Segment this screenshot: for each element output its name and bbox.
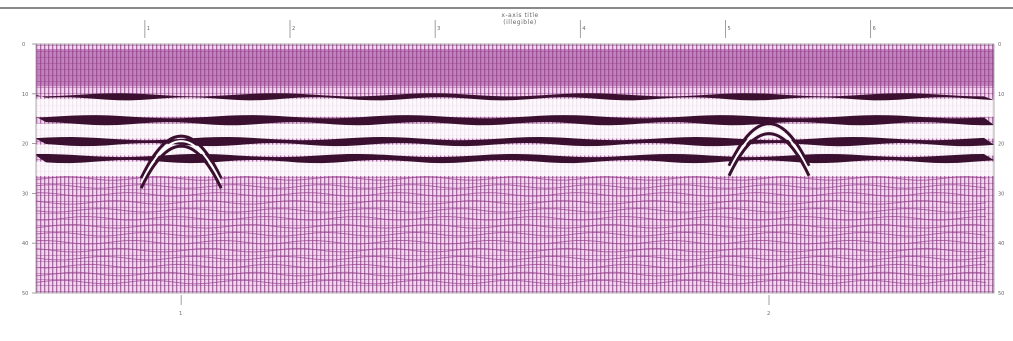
y-tick-label-1: 0: [22, 42, 25, 48]
noise-line-6: [35, 216, 987, 221]
noise-line-8: [35, 231, 987, 237]
hyperbola-2-arc-3: [727, 132, 811, 177]
x-tick-label-4: 4: [582, 26, 585, 32]
hyperbola-1-arc-2: [140, 140, 223, 184]
gap-3: [36, 144, 994, 156]
y-tick-label-2: 10: [22, 92, 28, 98]
reflector-band-2: [36, 115, 994, 126]
y-tick-label-5: 40: [22, 241, 28, 247]
x-tick-label-1: 1: [147, 26, 150, 32]
gap-4: [36, 161, 994, 176]
y-tick-label-6: 50: [22, 291, 28, 297]
x-tick-label-3: 3: [437, 26, 440, 32]
noise-line-3: [35, 192, 987, 197]
noise-line-7: [35, 224, 987, 229]
hyperbola-1-arc-3: [139, 144, 223, 189]
y-tick-label-3: 20: [22, 142, 28, 148]
hyperbola-1-arc-1: [139, 134, 223, 179]
noise-line-13: [35, 271, 987, 277]
x-axis-title: x-axis title (illegible): [501, 12, 539, 26]
y-tick-label-right-3: 20: [998, 142, 1004, 148]
noise-line-1: [35, 176, 987, 181]
y-tick-label-right-2: 10: [998, 92, 1004, 98]
top-noise-band: [36, 48, 994, 87]
noise-line-5: [35, 208, 987, 213]
noise-line-12: [35, 263, 987, 269]
noise-line-2: [35, 184, 987, 189]
x-tick-label-5: 5: [727, 26, 730, 32]
noise-line-4: [35, 200, 987, 205]
y-tick-label-right-4: 30: [998, 191, 1004, 197]
y-tick-label-right-1: 0: [998, 42, 1001, 48]
noise-line-9: [35, 239, 987, 245]
hyperbola-2-arc-1: [727, 122, 811, 167]
noise-line-10: [35, 247, 987, 253]
bottom-marker-label-2: 2: [767, 311, 770, 317]
gap-1: [36, 98, 994, 117]
plot-border: [35, 43, 995, 294]
x-tick-label-2: 2: [292, 26, 295, 32]
noise-line-11: [35, 255, 987, 261]
top-rule: [0, 7, 1013, 9]
reflector-band-3: [36, 137, 994, 147]
y-tick-label-right-5: 40: [998, 241, 1004, 247]
bottom-marker-label-1: 1: [179, 311, 182, 317]
reflector-band-1: [36, 93, 994, 101]
x-tick-label-6: 6: [873, 26, 876, 32]
y-tick-label-right-6: 50: [998, 291, 1004, 297]
reflector-band-4: [36, 153, 994, 164]
y-tick-label-4: 30: [22, 191, 28, 197]
hyperbola-2-arc-2: [728, 127, 810, 172]
noise-line-14: [35, 279, 987, 285]
